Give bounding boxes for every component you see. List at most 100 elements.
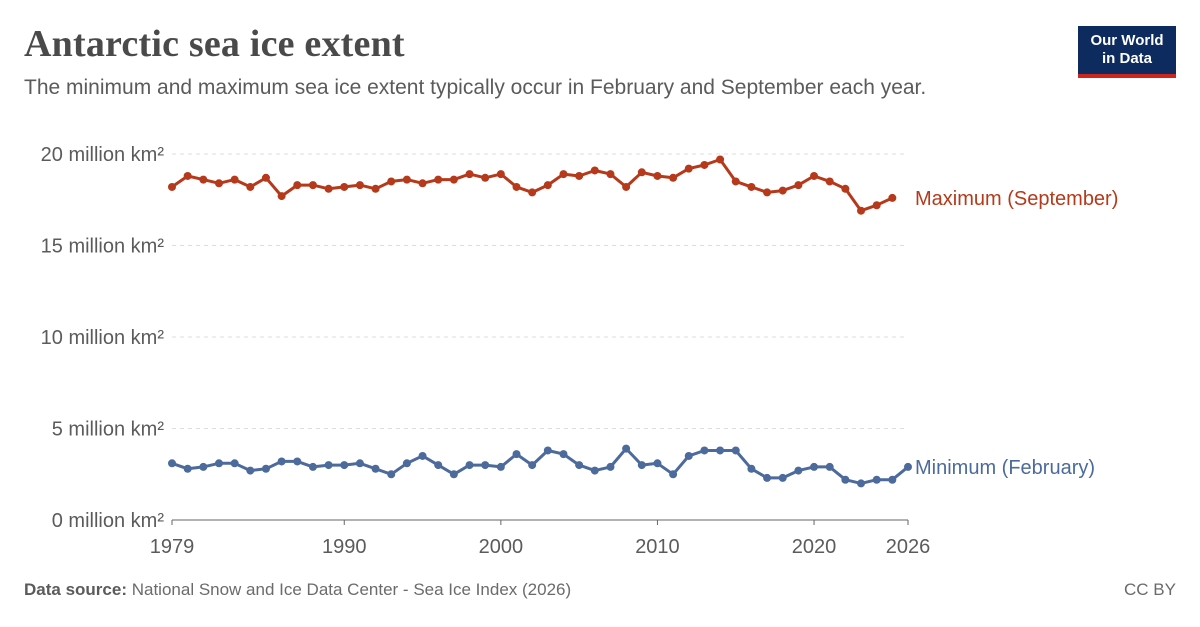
data-point[interactable] bbox=[355, 459, 364, 468]
data-point[interactable] bbox=[543, 446, 552, 455]
series-minimum[interactable]: Minimum (February) bbox=[168, 444, 1095, 488]
data-point[interactable] bbox=[778, 186, 787, 195]
data-point[interactable] bbox=[622, 444, 631, 453]
data-point[interactable] bbox=[246, 182, 255, 191]
data-point[interactable] bbox=[214, 179, 223, 188]
data-point[interactable] bbox=[449, 470, 458, 479]
data-point[interactable] bbox=[700, 160, 709, 169]
owid-logo[interactable]: Our World in Data bbox=[1078, 26, 1176, 78]
data-point[interactable] bbox=[402, 459, 411, 468]
data-point[interactable] bbox=[465, 461, 474, 470]
data-point[interactable] bbox=[841, 184, 850, 193]
data-point[interactable] bbox=[449, 175, 458, 184]
data-point[interactable] bbox=[214, 459, 223, 468]
data-point[interactable] bbox=[669, 173, 678, 182]
data-point[interactable] bbox=[653, 459, 662, 468]
data-point[interactable] bbox=[559, 170, 568, 179]
data-point[interactable] bbox=[794, 181, 803, 190]
data-point[interactable] bbox=[340, 182, 349, 191]
data-point[interactable] bbox=[543, 181, 552, 190]
data-point[interactable] bbox=[810, 171, 819, 180]
data-point[interactable] bbox=[637, 168, 646, 177]
data-point[interactable] bbox=[606, 170, 615, 179]
data-point[interactable] bbox=[747, 182, 756, 191]
data-point[interactable] bbox=[684, 164, 693, 173]
data-source-text[interactable]: National Snow and Ice Data Center - Sea … bbox=[131, 580, 572, 599]
data-point[interactable] bbox=[857, 479, 866, 488]
data-point[interactable] bbox=[261, 464, 270, 473]
data-point[interactable] bbox=[261, 173, 270, 182]
data-point[interactable] bbox=[371, 184, 380, 193]
data-point[interactable] bbox=[230, 459, 239, 468]
series-maximum[interactable]: Maximum (September) bbox=[168, 155, 1118, 215]
data-point[interactable] bbox=[168, 459, 176, 468]
data-point[interactable] bbox=[434, 461, 443, 470]
data-point[interactable] bbox=[324, 184, 333, 193]
data-point[interactable] bbox=[637, 461, 646, 470]
data-point[interactable] bbox=[246, 466, 255, 475]
data-point[interactable] bbox=[528, 188, 537, 197]
data-point[interactable] bbox=[387, 177, 396, 186]
data-point[interactable] bbox=[512, 450, 521, 459]
data-point[interactable] bbox=[418, 451, 427, 460]
data-point[interactable] bbox=[277, 192, 286, 201]
data-point[interactable] bbox=[512, 182, 521, 191]
data-point[interactable] bbox=[575, 171, 584, 180]
data-point[interactable] bbox=[434, 175, 443, 184]
data-point[interactable] bbox=[747, 464, 756, 473]
data-point[interactable] bbox=[888, 475, 897, 484]
data-point[interactable] bbox=[528, 461, 537, 470]
data-point[interactable] bbox=[481, 461, 490, 470]
data-point[interactable] bbox=[794, 466, 803, 475]
data-point[interactable] bbox=[183, 171, 192, 180]
data-point[interactable] bbox=[841, 475, 850, 484]
data-point[interactable] bbox=[277, 457, 286, 466]
data-point[interactable] bbox=[716, 155, 725, 164]
data-point[interactable] bbox=[872, 475, 881, 484]
data-point[interactable] bbox=[199, 462, 208, 471]
data-point[interactable] bbox=[481, 173, 490, 182]
data-point[interactable] bbox=[731, 177, 740, 186]
data-point[interactable] bbox=[810, 462, 819, 471]
data-point[interactable] bbox=[763, 188, 772, 197]
data-point[interactable] bbox=[904, 462, 912, 471]
data-point[interactable] bbox=[888, 193, 897, 202]
data-point[interactable] bbox=[402, 175, 411, 184]
data-point[interactable] bbox=[825, 177, 834, 186]
data-point[interactable] bbox=[606, 462, 615, 471]
data-point[interactable] bbox=[622, 182, 631, 191]
data-point[interactable] bbox=[324, 461, 333, 470]
data-point[interactable] bbox=[465, 170, 474, 179]
data-point[interactable] bbox=[496, 170, 505, 179]
data-point[interactable] bbox=[293, 181, 302, 190]
data-point[interactable] bbox=[590, 166, 599, 175]
data-point[interactable] bbox=[559, 450, 568, 459]
data-point[interactable] bbox=[825, 462, 834, 471]
data-point[interactable] bbox=[684, 451, 693, 460]
data-point[interactable] bbox=[496, 462, 505, 471]
data-point[interactable] bbox=[575, 461, 584, 470]
license[interactable]: CC BY bbox=[1124, 580, 1176, 599]
data-point[interactable] bbox=[716, 446, 725, 455]
data-point[interactable] bbox=[669, 470, 678, 479]
data-point[interactable] bbox=[308, 462, 317, 471]
data-point[interactable] bbox=[199, 175, 208, 184]
data-point[interactable] bbox=[355, 181, 364, 190]
data-point[interactable] bbox=[418, 179, 427, 188]
data-point[interactable] bbox=[731, 446, 740, 455]
data-point[interactable] bbox=[308, 181, 317, 190]
data-point[interactable] bbox=[763, 473, 772, 482]
data-point[interactable] bbox=[653, 171, 662, 180]
data-point[interactable] bbox=[230, 175, 239, 184]
data-point[interactable] bbox=[387, 470, 396, 479]
data-point[interactable] bbox=[371, 464, 380, 473]
data-point[interactable] bbox=[700, 446, 709, 455]
data-point[interactable] bbox=[590, 466, 599, 475]
data-point[interactable] bbox=[872, 201, 881, 210]
data-point[interactable] bbox=[168, 182, 176, 191]
data-point[interactable] bbox=[340, 461, 349, 470]
data-point[interactable] bbox=[293, 457, 302, 466]
data-point[interactable] bbox=[183, 464, 192, 473]
data-point[interactable] bbox=[857, 206, 866, 215]
data-point[interactable] bbox=[778, 473, 787, 482]
